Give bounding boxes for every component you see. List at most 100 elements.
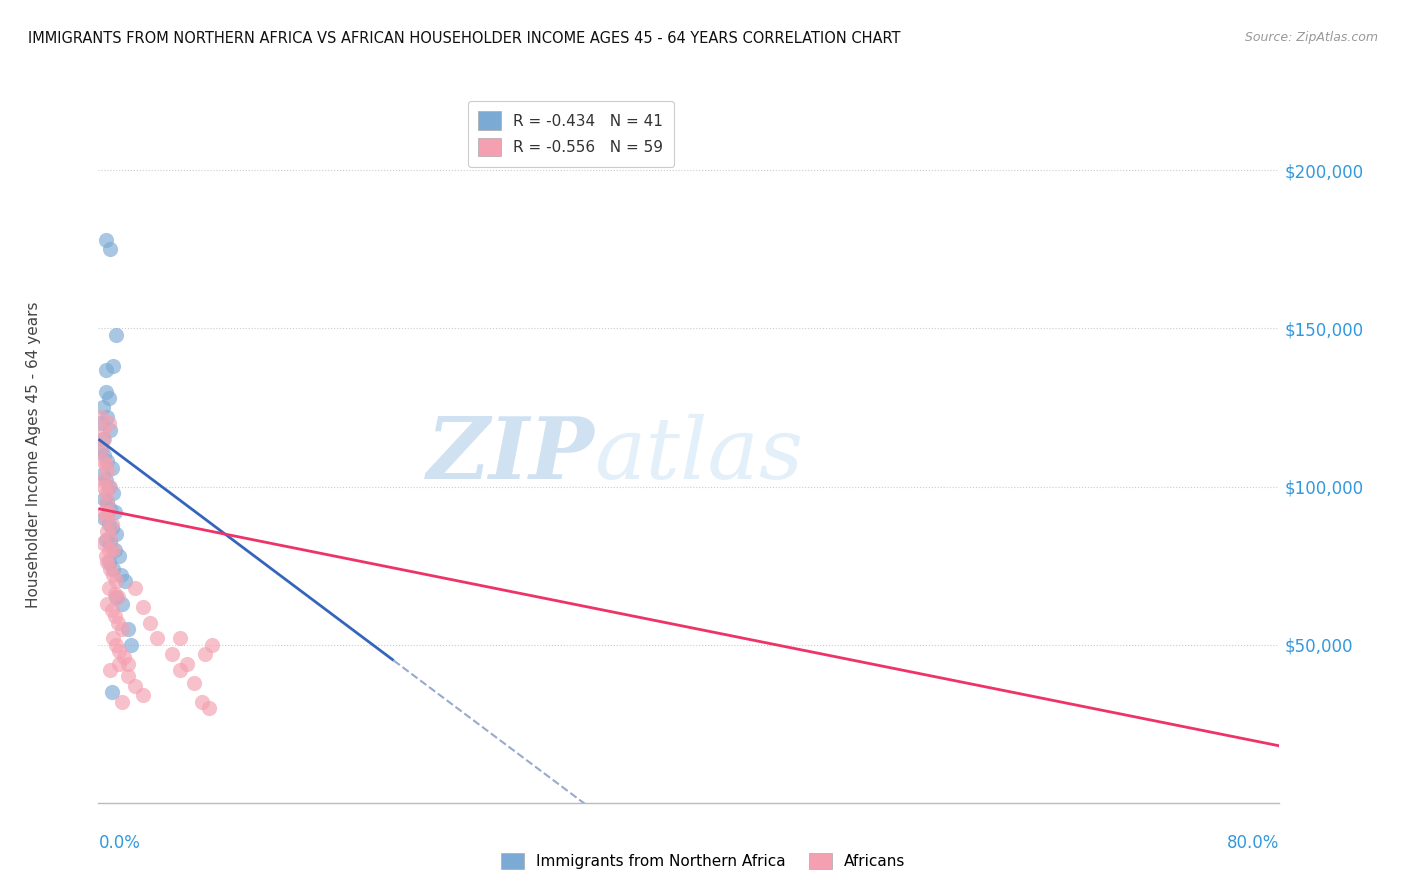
Point bbox=[117, 657, 139, 671]
Text: 80.0%: 80.0% bbox=[1227, 834, 1279, 852]
Point bbox=[98, 663, 121, 677]
Point bbox=[108, 657, 131, 671]
Point bbox=[97, 542, 120, 557]
Text: Source: ZipAtlas.com: Source: ZipAtlas.com bbox=[1244, 31, 1378, 45]
Point bbox=[96, 495, 118, 509]
Point bbox=[97, 505, 120, 519]
Point bbox=[97, 417, 120, 431]
Point bbox=[97, 581, 120, 595]
Point bbox=[104, 609, 127, 624]
Point bbox=[93, 505, 115, 519]
Point bbox=[96, 409, 118, 424]
Point bbox=[98, 243, 121, 257]
Point bbox=[96, 597, 118, 611]
Text: atlas: atlas bbox=[595, 414, 804, 496]
Text: 0.0%: 0.0% bbox=[98, 834, 141, 852]
Point bbox=[169, 663, 191, 677]
Point bbox=[96, 454, 118, 468]
Text: ZIP: ZIP bbox=[426, 413, 595, 497]
Text: IMMIGRANTS FROM NORTHERN AFRICA VS AFRICAN HOUSEHOLDER INCOME AGES 45 - 64 YEARS: IMMIGRANTS FROM NORTHERN AFRICA VS AFRIC… bbox=[28, 31, 901, 46]
Point bbox=[110, 568, 132, 582]
Point bbox=[94, 233, 117, 247]
Point bbox=[100, 517, 122, 532]
Point bbox=[97, 391, 120, 405]
Point bbox=[93, 432, 115, 446]
Point bbox=[117, 622, 139, 636]
Point bbox=[111, 695, 134, 709]
Point bbox=[91, 454, 114, 468]
Point bbox=[169, 632, 191, 646]
Point bbox=[90, 409, 112, 424]
Point bbox=[93, 511, 115, 525]
Point bbox=[103, 632, 125, 646]
Point bbox=[96, 556, 118, 570]
Point bbox=[91, 536, 114, 550]
Point bbox=[162, 647, 183, 661]
Point bbox=[191, 695, 214, 709]
Point bbox=[93, 492, 115, 507]
Point bbox=[93, 479, 115, 493]
Point bbox=[91, 467, 114, 481]
Point bbox=[132, 599, 155, 614]
Point bbox=[91, 401, 114, 415]
Point bbox=[146, 632, 169, 646]
Point bbox=[104, 542, 127, 557]
Point bbox=[90, 417, 112, 431]
Point bbox=[103, 542, 125, 557]
Point bbox=[176, 657, 198, 671]
Point bbox=[194, 647, 217, 661]
Point bbox=[105, 591, 128, 605]
Point bbox=[90, 442, 112, 456]
Point bbox=[91, 423, 114, 437]
Point bbox=[96, 464, 118, 478]
Point bbox=[108, 549, 131, 563]
Point bbox=[107, 615, 129, 630]
Point bbox=[105, 327, 128, 342]
Point bbox=[94, 549, 117, 563]
Point bbox=[98, 530, 121, 544]
Point bbox=[120, 638, 142, 652]
Point bbox=[90, 442, 112, 456]
Point bbox=[105, 527, 128, 541]
Point bbox=[94, 458, 117, 472]
Point bbox=[100, 685, 122, 699]
Point bbox=[97, 556, 120, 570]
Point bbox=[97, 479, 120, 493]
Point bbox=[94, 511, 117, 525]
Point bbox=[91, 432, 114, 446]
Point bbox=[98, 501, 121, 516]
Point bbox=[91, 473, 114, 487]
Point bbox=[103, 359, 125, 374]
Point bbox=[103, 562, 125, 576]
Point bbox=[103, 568, 125, 582]
Point bbox=[98, 479, 121, 493]
Point bbox=[139, 615, 162, 630]
Point bbox=[198, 701, 221, 715]
Point bbox=[201, 638, 224, 652]
Point bbox=[105, 574, 128, 589]
Point bbox=[104, 587, 127, 601]
Point bbox=[96, 495, 118, 509]
Point bbox=[111, 597, 134, 611]
Point bbox=[100, 460, 122, 475]
Point bbox=[94, 362, 117, 376]
Point bbox=[114, 574, 136, 589]
Point bbox=[94, 486, 117, 500]
Point bbox=[124, 679, 146, 693]
Point bbox=[94, 473, 117, 487]
Point bbox=[98, 536, 121, 550]
Point bbox=[94, 384, 117, 399]
Point bbox=[107, 591, 129, 605]
Legend: R = -0.434   N = 41, R = -0.556   N = 59: R = -0.434 N = 41, R = -0.556 N = 59 bbox=[468, 101, 673, 167]
Point bbox=[111, 622, 134, 636]
Point bbox=[105, 638, 128, 652]
Point bbox=[104, 505, 127, 519]
Point bbox=[108, 644, 131, 658]
Point bbox=[124, 581, 146, 595]
Point bbox=[94, 533, 117, 548]
Point bbox=[93, 448, 115, 462]
Point bbox=[96, 524, 118, 538]
Legend: Immigrants from Northern Africa, Africans: Immigrants from Northern Africa, African… bbox=[495, 847, 911, 875]
Point bbox=[183, 675, 205, 690]
Point bbox=[97, 517, 120, 532]
